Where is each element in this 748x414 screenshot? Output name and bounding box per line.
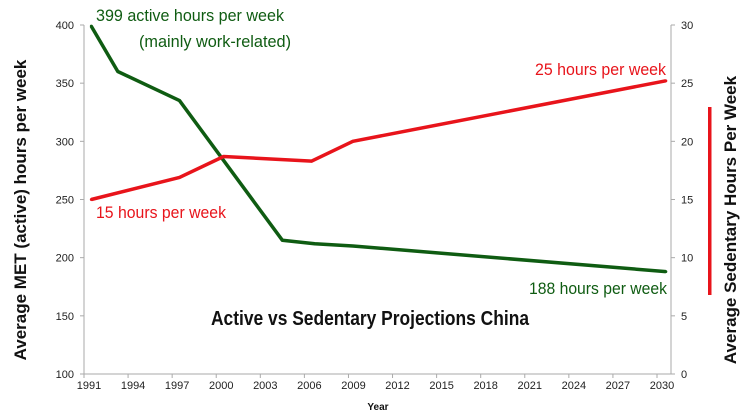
left-y-tick-label: 100 bbox=[56, 369, 74, 381]
sedentary-data-point bbox=[178, 175, 181, 179]
annotation-sedentary-end: 25 hours per week bbox=[535, 60, 666, 79]
x-tick-label: 2027 bbox=[606, 380, 630, 392]
right-axis-label: Average Sedentary Hours Per Week bbox=[721, 75, 740, 364]
x-tick-label: 2024 bbox=[562, 380, 586, 392]
x-tick-label: 2021 bbox=[518, 380, 542, 392]
left-y-tick-label: 150 bbox=[56, 311, 74, 323]
x-tick-label: 2015 bbox=[429, 380, 453, 392]
sedentary-data-point bbox=[310, 159, 314, 163]
annotation-active-note: (mainly work-related) bbox=[139, 32, 291, 51]
right-y-tick-label: 5 bbox=[681, 311, 687, 323]
x-tick-label: 2006 bbox=[297, 380, 321, 392]
x-tick-label: 2018 bbox=[473, 380, 497, 392]
x-tick-label: 1994 bbox=[121, 380, 145, 392]
x-tick-label: 2000 bbox=[209, 380, 233, 392]
x-tick-label: 2012 bbox=[385, 380, 409, 392]
left-y-tick-label: 200 bbox=[56, 253, 74, 265]
sedentary-data-point bbox=[351, 139, 355, 143]
right-y-tick-label: 30 bbox=[681, 20, 693, 32]
left-y-tick-label: 250 bbox=[56, 195, 74, 207]
left-y-tick-label: 400 bbox=[56, 20, 74, 32]
right-y-tick-label: 10 bbox=[681, 253, 693, 265]
right-y-tick-label: 15 bbox=[681, 195, 693, 207]
right-y-tick-label: 20 bbox=[681, 136, 693, 148]
annotation-sedentary-start: 15 hours per week bbox=[96, 203, 226, 222]
right-axis-red-marker bbox=[708, 107, 712, 295]
active-data-point bbox=[313, 242, 317, 246]
sedentary-data-point bbox=[664, 79, 668, 83]
chart-title: Active vs Sedentary Projections China bbox=[211, 308, 530, 330]
active-data-point bbox=[178, 99, 181, 103]
active-data-point bbox=[664, 270, 668, 274]
sedentary-hours-line bbox=[90, 79, 667, 202]
sedentary-data-point bbox=[222, 154, 226, 158]
x-tick-label: 1991 bbox=[77, 380, 101, 392]
x-tick-label: 1997 bbox=[165, 380, 189, 392]
x-tick-label: 2009 bbox=[341, 380, 365, 392]
active-data-point bbox=[351, 244, 355, 248]
active-data-point bbox=[280, 238, 284, 242]
left-y-tick-label: 300 bbox=[56, 136, 74, 148]
right-y-tick-label: 25 bbox=[681, 78, 693, 90]
active-data-point bbox=[116, 70, 120, 74]
left-y-tick-label: 350 bbox=[56, 78, 74, 90]
right-y-tick-label: 0 bbox=[681, 369, 687, 381]
annotation-active-start: 399 active hours per week bbox=[96, 6, 284, 25]
left-axis-label: Average MET (active) hours per week bbox=[11, 59, 30, 360]
x-tick-label: 2030 bbox=[650, 380, 674, 392]
annotation-active-end: 188 hours per week bbox=[529, 279, 667, 298]
active-data-point bbox=[89, 24, 93, 28]
sedentary-data-point bbox=[89, 198, 93, 201]
x-tick-label: 2003 bbox=[253, 380, 277, 392]
x-axis-label: Year bbox=[367, 402, 388, 413]
